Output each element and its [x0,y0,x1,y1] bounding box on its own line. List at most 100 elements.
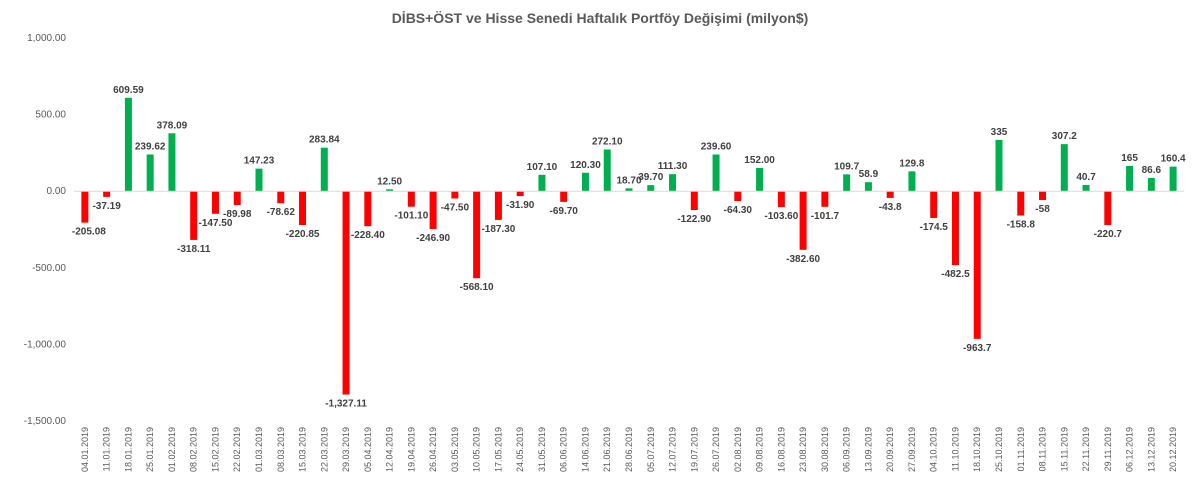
bar [821,191,829,207]
x-tick-label: 06.12.2019 [1125,427,1135,472]
x-tick-label: 01.03.2019 [254,427,264,472]
bar [211,191,219,214]
bar [429,191,437,230]
data-label: 609.59 [113,85,144,96]
data-label: -47.50 [441,202,470,213]
bar [146,154,154,192]
bar [581,172,589,192]
y-tick-label: 1,000.00 [27,33,66,44]
data-label: 272.10 [592,137,623,148]
x-tick-label: 15.02.2019 [210,427,220,472]
x-tick-label: 19.07.2019 [689,427,699,472]
x-tick-label: 20.12.2019 [1168,427,1178,472]
data-label: 335 [991,127,1008,138]
data-label: -158.8 [1007,220,1036,231]
x-tick-label: 26.04.2019 [428,427,438,472]
bar [277,191,285,204]
x-tick-label: 09.08.2019 [755,427,765,472]
x-tick-label: 19.04.2019 [406,427,416,472]
x-tick-label: 16.08.2019 [776,427,786,472]
x-tick-label: 25.01.2019 [145,427,155,472]
data-label: -187.30 [481,224,515,235]
bar [1147,177,1155,192]
x-tick-label: 08.11.2019 [1038,427,1048,471]
data-label: 58.9 [859,169,879,180]
x-tick-label: 11.10.2019 [950,427,960,471]
bar [538,174,546,192]
x-tick-label: 21.06.2019 [602,427,612,472]
bar [516,191,524,197]
bar [973,191,981,339]
bar [320,147,328,192]
x-tick-label: 28.06.2019 [624,427,634,472]
bar [124,97,132,192]
bar [168,133,176,192]
bar [494,191,502,220]
bar [647,185,655,192]
data-label: 86.6 [1142,165,1162,176]
bar [603,149,611,192]
x-tick-label: 18.01.2019 [123,427,133,472]
data-label: 152.00 [744,155,775,166]
data-label: 129.8 [899,158,924,169]
data-label: 147.23 [244,156,275,167]
x-tick-label: 29.03.2019 [341,427,351,472]
data-label: -122.90 [677,214,711,225]
x-tick-label: 31.05.2019 [537,427,547,472]
data-label: 239.62 [135,141,166,152]
bar [233,191,241,205]
x-tick-label: 22.11.2019 [1081,427,1091,471]
bar [995,139,1003,192]
data-label: -78.62 [267,207,296,218]
x-tick-label: 27.09.2019 [907,427,917,472]
bar [734,191,742,202]
data-label: 378.09 [157,120,188,131]
x-tick-label: 23.08.2019 [798,427,808,472]
data-label: -69.70 [550,206,579,217]
data-label: -220.7 [1094,229,1123,240]
bar [1169,166,1177,192]
bar [190,191,198,240]
bar [451,191,459,199]
x-tick-label: 08.02.2019 [189,427,199,472]
data-label: -963.7 [963,343,992,354]
data-label: 283.84 [309,135,340,146]
bar [299,191,307,226]
bar [255,168,263,192]
bar [799,191,807,250]
bar [690,191,698,211]
data-label: 160.4 [1161,154,1186,165]
x-tick-label: 13.12.2019 [1146,427,1156,472]
data-label: 307.2 [1052,131,1077,142]
data-label: 39.70 [638,172,663,183]
bar [473,191,481,279]
x-tick-label: 15.03.2019 [298,427,308,472]
bar [342,191,350,395]
x-tick-label: 26.07.2019 [711,427,721,472]
data-label: -568.10 [460,282,494,293]
x-tick-label: 10.05.2019 [472,427,482,472]
data-label: -382.60 [786,254,820,265]
data-label: 239.60 [701,141,732,152]
x-tick-label: 25.10.2019 [994,427,1004,472]
x-tick-label: 04.10.2019 [929,427,939,472]
data-label: 12.50 [377,176,402,187]
bar [103,191,111,197]
data-label: -246.90 [416,233,450,244]
data-label: 40.7 [1076,172,1096,183]
data-label: -174.5 [920,222,949,233]
x-tick-label: 13.09.2019 [863,427,873,472]
x-tick-label: 02.08.2019 [733,427,743,472]
x-tick-label: 14.06.2019 [580,427,590,472]
bar [364,191,372,227]
data-label: 165 [1121,153,1138,164]
y-tick-label: 500.00 [35,110,66,121]
y-tick-label: 0.00 [47,186,67,197]
bar [930,191,938,218]
bar [669,174,677,192]
y-tick-label: -500.00 [32,263,66,274]
bar [712,154,720,192]
bar [1017,191,1025,216]
